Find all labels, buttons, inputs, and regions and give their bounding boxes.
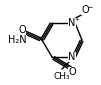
Text: O: O [68, 67, 76, 77]
Text: −: − [87, 5, 93, 10]
Text: CH₃: CH₃ [54, 72, 70, 81]
Text: N: N [68, 18, 76, 28]
Text: N: N [68, 52, 76, 62]
Text: O: O [81, 5, 89, 15]
Text: H₂N: H₂N [8, 35, 27, 45]
Text: +: + [74, 17, 79, 22]
Text: O: O [18, 25, 26, 35]
